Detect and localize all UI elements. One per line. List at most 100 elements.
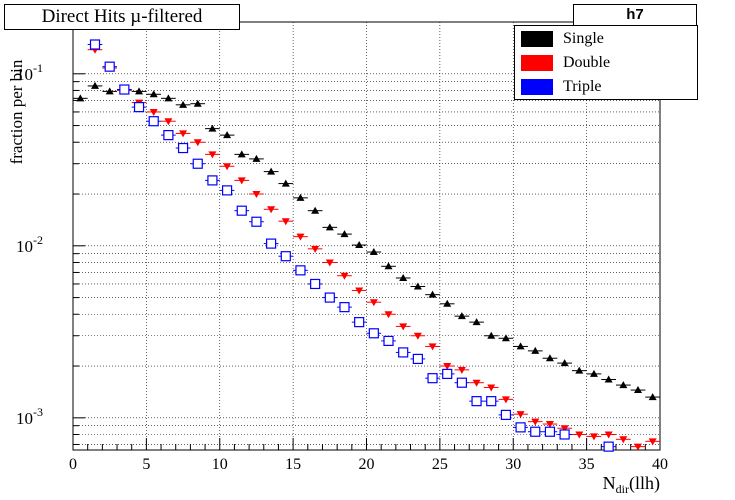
x-tick-label: 15 [285, 456, 301, 473]
data-point [427, 373, 438, 384]
legend-label: Double [563, 54, 611, 71]
data-point [619, 381, 628, 389]
x-tick-label: 25 [432, 456, 448, 473]
legend-swatch-single [521, 31, 553, 47]
data-point [604, 431, 613, 439]
data-point [412, 353, 423, 365]
y-axis-label: fraction per bin [7, 59, 26, 164]
data-point [223, 163, 232, 171]
data-point [133, 102, 145, 113]
data-point [428, 290, 437, 298]
data-point [544, 426, 556, 437]
data-point [192, 158, 203, 169]
data-point [516, 342, 525, 350]
data-point [575, 431, 584, 439]
data-point [223, 131, 232, 139]
x-tick-label: 40 [652, 456, 668, 473]
data-point [281, 218, 290, 226]
x-tick-label: 5 [142, 456, 150, 473]
data-point [589, 433, 598, 441]
data-point [296, 233, 305, 241]
data-point [221, 185, 233, 196]
data-point [295, 265, 306, 276]
data-point [135, 87, 144, 95]
data-point [193, 99, 202, 107]
data-point [472, 318, 481, 326]
data-point [619, 436, 628, 444]
data-point [148, 116, 159, 127]
series-triple [87, 39, 616, 452]
stats-histogram-name: h7 [574, 5, 696, 26]
data-point [354, 317, 365, 328]
data-point [179, 100, 188, 108]
grid [73, 21, 660, 450]
data-point [237, 150, 246, 158]
y-tick-label: 10-1 [16, 61, 43, 84]
x-tick-label: 30 [505, 456, 521, 473]
data-point [193, 139, 202, 147]
data-point [340, 230, 349, 238]
data-point [471, 396, 482, 407]
y-tick-label: 10-3 [16, 405, 43, 428]
data-point [530, 426, 541, 437]
data-point [296, 193, 305, 201]
x-tick-label: 35 [579, 456, 595, 473]
data-point [237, 177, 246, 185]
legend-label: Single [563, 30, 604, 47]
data-point [604, 375, 613, 383]
data-point [280, 251, 291, 262]
x-tick-label: 0 [69, 456, 77, 473]
data-point [236, 205, 247, 216]
data-point [398, 347, 409, 358]
data-point [501, 396, 510, 404]
data-point [560, 359, 569, 367]
x-tick-label: 20 [359, 456, 375, 473]
data-point [443, 363, 452, 371]
data-point [559, 429, 570, 440]
data-point [603, 441, 614, 452]
data-point [164, 118, 173, 126]
data-point [399, 273, 408, 281]
data-point [456, 377, 467, 388]
legend-label: Triple [563, 78, 602, 95]
data-point [266, 238, 277, 249]
data-point [119, 84, 130, 95]
data-point [164, 94, 173, 102]
data-point [355, 287, 364, 295]
data-point [413, 282, 422, 290]
data-point [487, 331, 496, 339]
x-axis-label: Ndir(llh) [603, 473, 660, 496]
data-point [325, 259, 334, 267]
data-point [207, 175, 218, 186]
axes: 0 5 10 15 20 25 30 35 40 10-1 10-2 10-3 [16, 21, 668, 473]
data-point [325, 223, 334, 231]
data-point [500, 409, 512, 420]
data-point [324, 292, 335, 303]
data-point [384, 262, 393, 270]
data-point [501, 334, 510, 342]
data-point [560, 425, 569, 433]
data-point [589, 369, 598, 377]
data-point [76, 94, 85, 102]
data-point [633, 386, 642, 394]
data-point [91, 81, 100, 89]
legend-swatch-double [521, 55, 553, 71]
data-point [311, 206, 320, 214]
legend: Single Double Triple [514, 25, 698, 100]
data-point [281, 179, 290, 187]
data-point [339, 302, 350, 313]
data-point [267, 167, 276, 175]
data-point [310, 278, 321, 290]
x-tick-label: 10 [212, 456, 228, 473]
data-point [149, 108, 158, 116]
data-point [648, 393, 657, 401]
data-point [399, 323, 408, 331]
data-point [545, 421, 554, 429]
data-point [545, 354, 554, 362]
data-point [515, 422, 526, 433]
data-point [252, 191, 261, 199]
data-point [179, 130, 188, 138]
data-point [633, 443, 642, 451]
data-point [369, 299, 378, 307]
